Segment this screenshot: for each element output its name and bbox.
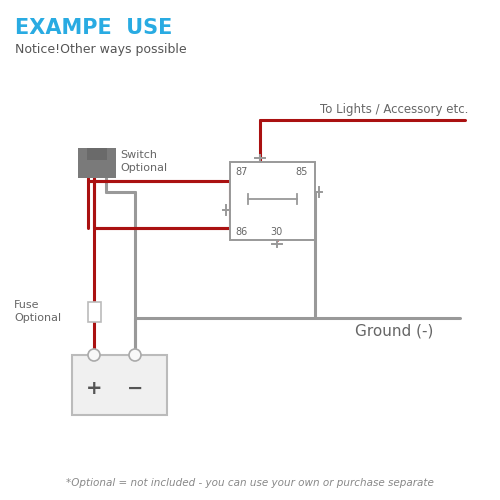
Text: Switch
Optional: Switch Optional — [120, 150, 167, 173]
Text: To Lights / Accessory etc.: To Lights / Accessory etc. — [320, 103, 468, 116]
Text: Notice!Other ways possible: Notice!Other ways possible — [15, 43, 186, 56]
Text: 87: 87 — [235, 167, 248, 177]
Text: 30: 30 — [271, 227, 283, 237]
Circle shape — [129, 349, 141, 361]
Text: EXAMPE  USE: EXAMPE USE — [15, 18, 172, 38]
Bar — [88, 302, 101, 322]
Text: 86: 86 — [235, 227, 247, 237]
Text: Fuse
Optional: Fuse Optional — [14, 300, 61, 323]
Bar — [86, 148, 108, 160]
Bar — [78, 148, 116, 178]
Text: *Optional = not included - you can use your own or purchase separate: *Optional = not included - you can use y… — [66, 478, 434, 488]
Text: Ground (-): Ground (-) — [355, 324, 434, 339]
Bar — [72, 355, 167, 415]
Circle shape — [88, 349, 100, 361]
Text: 85: 85 — [295, 167, 308, 177]
Text: +: + — [86, 378, 102, 398]
Bar — [230, 162, 315, 240]
Text: −: − — [127, 378, 143, 398]
